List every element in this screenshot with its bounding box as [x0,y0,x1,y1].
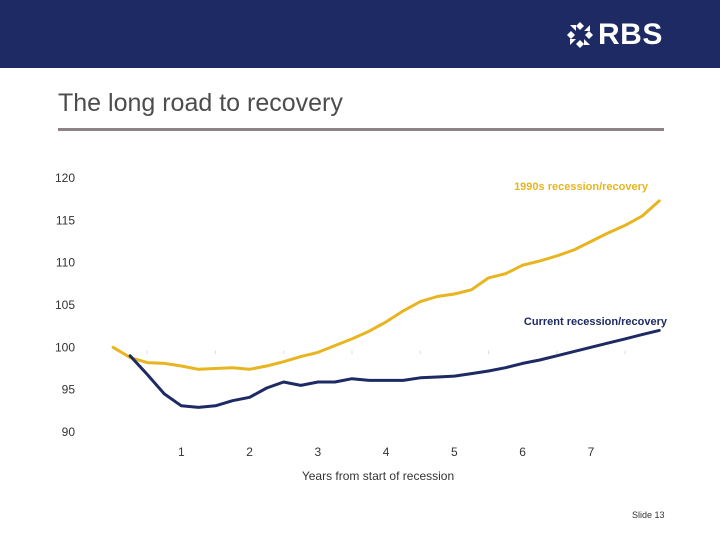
x-tick-label: 1 [178,445,185,459]
slide-number: Slide 13 [632,510,665,520]
y-tick-label: 120 [55,171,75,185]
slide-title: The long road to recovery [58,89,343,117]
y-tick-label: 100 [55,340,75,354]
rbs-logo: RBS [566,20,663,50]
x-tick-label: 5 [451,445,458,459]
series-line-current [128,328,661,409]
y-tick-label: 95 [62,383,76,397]
y-tick-label: 115 [56,213,75,227]
x-tick-label: 3 [315,445,322,459]
x-tick-label: 2 [246,445,253,459]
chart-axes [146,350,626,355]
series-label-1990s: 1990s recession/recovery [514,181,649,193]
x-tick-label: 4 [383,445,390,459]
daisy-wheel-icon [567,22,593,48]
title-divider [58,128,664,131]
brand-name: RBS [598,18,663,51]
header-bar: RBS [0,0,720,68]
chart-series [111,199,661,409]
chart-labels: 90 95 100 105 110 115 120 1 2 3 4 5 6 7 Years from sta… [55,171,668,483]
y-tick-label: 90 [62,425,76,439]
y-tick-label: 110 [56,256,75,270]
x-tick-label: 6 [519,445,526,459]
x-tick-label: 7 [588,445,595,459]
y-tick-label: 105 [55,298,75,312]
series-line-1990s [111,199,661,371]
line-chart: 90 95 100 105 110 115 120 1 2 3 4 5 6 7 Years from sta… [55,171,668,483]
x-axis-title: Years from start of recession [302,469,454,483]
series-label-current: Current recession/recovery [524,316,668,328]
